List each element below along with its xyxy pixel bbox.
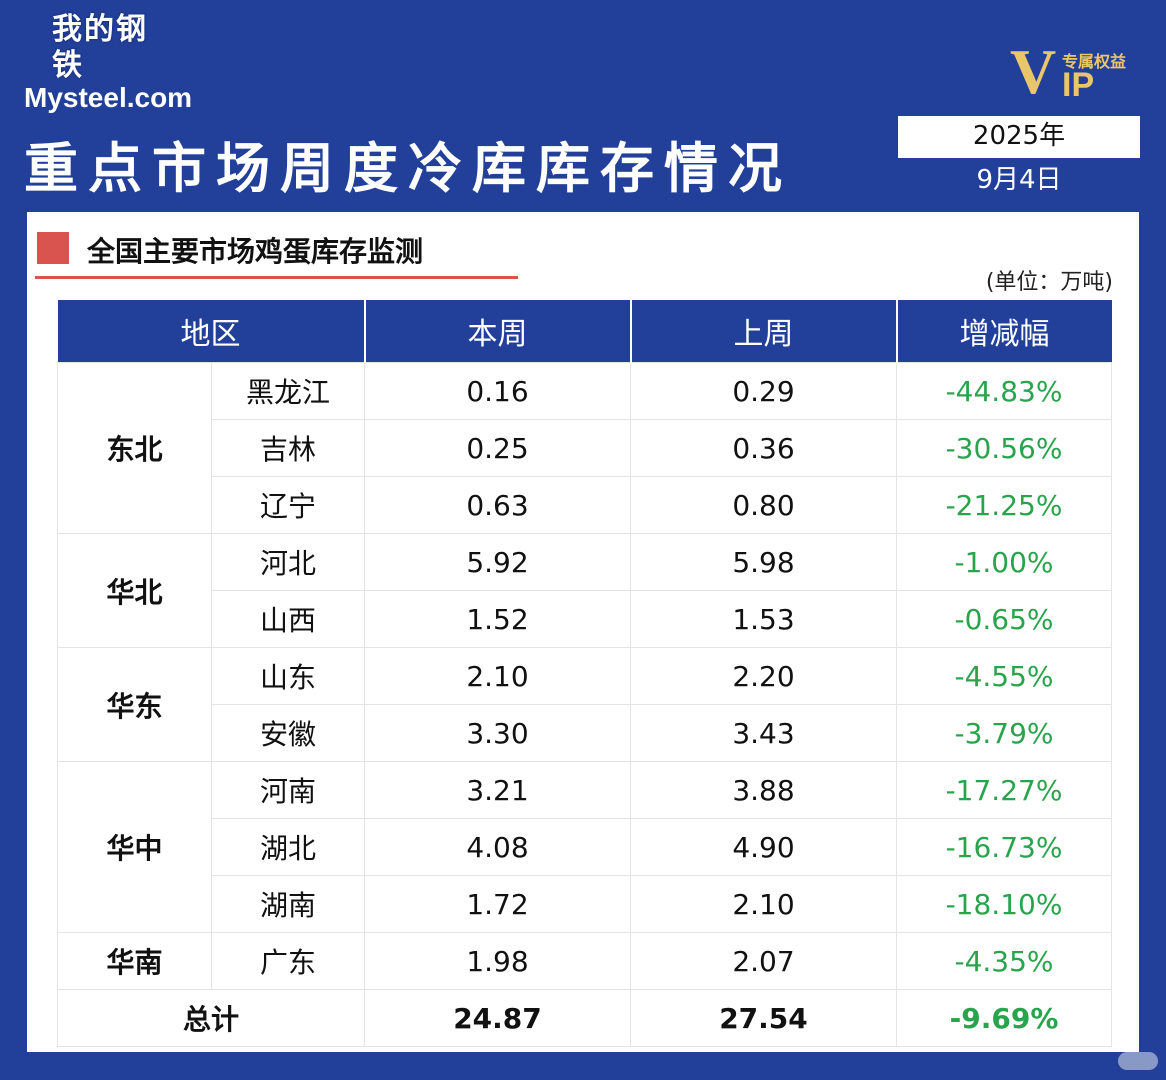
table-row: 山西 1.52 1.53 -0.65% (58, 590, 1112, 648)
this-week-cell: 1.52 (364, 590, 631, 648)
col-header-last-week: 上周 (630, 300, 898, 363)
mysteel-logo: 我的钢铁 Mysteel.com (24, 12, 214, 122)
table-row: 华北 河北 5.92 5.98 -1.00% (57, 533, 1112, 648)
change-cell: -30.56% (896, 419, 1112, 477)
inventory-table: 地区 本周 上周 增减幅 东北 黑龙江 0.16 0.29 -44.83% 吉林 0.25 0… (57, 300, 1112, 1047)
change-cell: -44.83% (896, 362, 1112, 420)
province-cell: 湖北 (211, 818, 365, 876)
this-week-cell: 0.16 (364, 362, 631, 420)
last-week-cell: 2.20 (630, 647, 897, 705)
table-row: 华东 山东 2.10 2.20 -4.55% (57, 647, 1112, 762)
last-week-cell: 2.07 (630, 932, 897, 990)
this-week-cell: 0.25 (364, 419, 631, 477)
date-year: 2025年 (972, 121, 1066, 151)
change-cell: -18.10% (896, 875, 1112, 933)
unit-label: (单位：万吨) (985, 270, 1113, 295)
date-box: 2025年 9月4日 (896, 114, 1142, 204)
province-cell: 安徽 (211, 704, 365, 762)
province-cell: 黑龙江 (211, 362, 365, 420)
table-row: 华南 广东 1.98 2.07 -4.35% (57, 932, 1112, 990)
watermark-badge (1118, 1052, 1158, 1070)
province-cell: 山东 (211, 647, 365, 705)
last-week-cell: 1.53 (630, 590, 897, 648)
province-cell: 广东 (211, 932, 365, 990)
province-cell: 山西 (211, 590, 365, 648)
province-cell: 吉林 (211, 419, 365, 477)
heading-underline (35, 276, 518, 279)
red-square-icon (37, 232, 69, 264)
this-week-cell: 2.10 (364, 647, 631, 705)
table-row: 吉林 0.25 0.36 -30.56% (58, 419, 1112, 477)
this-week-cell: 3.21 (364, 761, 631, 819)
last-week-cell: 4.90 (630, 818, 897, 876)
table-row: 安徽 3.30 3.43 -3.79% (58, 704, 1112, 762)
col-header-this-week: 本周 (364, 300, 632, 363)
logo-cn-text: 我的钢铁 (52, 12, 148, 83)
change-cell: -4.55% (896, 647, 1112, 705)
change-cell: -1.00% (896, 533, 1112, 591)
total-label: 总计 (57, 989, 365, 1047)
table-row: 辽宁 0.63 0.80 -21.25% (58, 476, 1112, 534)
change-cell: -3.79% (896, 704, 1112, 762)
total-last-week: 27.54 (630, 989, 897, 1047)
region-cell: 华南 (57, 932, 212, 990)
table-row: 湖南 1.72 2.10 -18.10% (58, 875, 1112, 933)
change-cell: -17.27% (896, 761, 1112, 819)
this-week-cell: 4.08 (364, 818, 631, 876)
col-header-change: 增减幅 (896, 300, 1112, 363)
vip-v-icon: V (1010, 36, 1057, 107)
change-cell: -0.65% (896, 590, 1112, 648)
col-header-region: 地区 (57, 300, 366, 363)
province-cell: 湖南 (211, 875, 365, 933)
this-week-cell: 0.63 (364, 476, 631, 534)
table-row: 东北 黑龙江 0.16 0.29 -44.83% (57, 362, 1112, 534)
province-cell: 河南 (211, 761, 365, 819)
section-heading-text: 全国主要市场鸡蛋库存监测 (87, 235, 424, 268)
last-week-cell: 0.29 (630, 362, 897, 420)
table-row: 华中 河南 3.21 3.88 -17.27% (57, 761, 1112, 933)
region-cell: 华中 (57, 761, 212, 933)
page-title: 重点市场周度冷库库存情况 (24, 137, 792, 200)
change-cell: -21.25% (896, 476, 1112, 534)
last-week-cell: 5.98 (630, 533, 897, 591)
last-week-cell: 0.80 (630, 476, 897, 534)
vip-tag: 专属权益 (1062, 52, 1127, 71)
logo-en-text: Mysteel.com (24, 82, 193, 113)
date-day: 9月4日 (898, 158, 1140, 202)
province-cell: 辽宁 (211, 476, 365, 534)
last-week-cell: 2.10 (630, 875, 897, 933)
this-week-cell: 5.92 (364, 533, 631, 591)
table-body: 东北 黑龙江 0.16 0.29 -44.83% 吉林 0.25 0.36 -30.56% 辽宁 0… (57, 362, 1112, 1047)
change-cell: -4.35% (896, 932, 1112, 990)
vip-ip-icon: IP (1062, 66, 1095, 104)
this-week-cell: 1.72 (364, 875, 631, 933)
content-panel: 全国主要市场鸡蛋库存监测 (单位：万吨) 地区 本周 上周 增减幅 东北 黑龙江 0… (27, 212, 1139, 1052)
region-cell: 华东 (57, 647, 212, 762)
table-row: 湖北 4.08 4.90 -16.73% (58, 818, 1112, 876)
last-week-cell: 3.88 (630, 761, 897, 819)
last-week-cell: 0.36 (630, 419, 897, 477)
total-this-week: 24.87 (364, 989, 631, 1047)
total-row: 总计 24.87 27.54 -9.69% (57, 989, 1112, 1047)
table-header-row: 地区 本周 上周 增减幅 (57, 300, 1112, 363)
this-week-cell: 3.30 (364, 704, 631, 762)
this-week-cell: 1.98 (364, 932, 631, 990)
region-cell: 东北 (57, 362, 212, 534)
total-change: -9.69% (896, 989, 1112, 1047)
province-cell: 河北 (211, 533, 365, 591)
vip-badge: 专属权益 V IP (1010, 40, 1150, 110)
region-cell: 华北 (57, 533, 212, 648)
change-cell: -16.73% (896, 818, 1112, 876)
last-week-cell: 3.43 (630, 704, 897, 762)
